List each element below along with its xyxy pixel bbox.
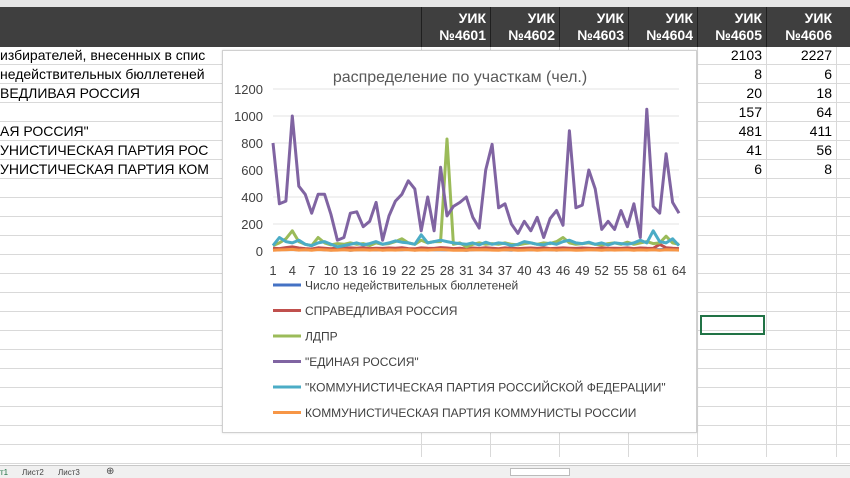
sheet-tab-bar: т1 Лист2 Лист3 ⊕ xyxy=(0,465,850,478)
row-label[interactable]: избирателей, внесенных в спис xyxy=(0,47,206,63)
cell-4606[interactable]: 56 xyxy=(816,142,832,158)
header-band: УИК №4601 УИК №4602 УИК №4603 УИК №4604 … xyxy=(0,7,850,47)
add-sheet-icon[interactable]: ⊕ xyxy=(106,466,115,477)
x-tick-label: 37 xyxy=(498,263,512,278)
cell-4605[interactable]: 20 xyxy=(746,85,762,101)
y-tick-label: 1200 xyxy=(234,82,263,97)
cell-4605[interactable]: 157 xyxy=(738,104,762,120)
y-tick-label: 0 xyxy=(256,244,263,259)
series-line xyxy=(271,229,681,249)
cell-4606[interactable]: 6 xyxy=(824,66,832,82)
chart-canvas: распределение по участкам (чел.) 0200400… xyxy=(234,69,686,421)
selected-cell[interactable] xyxy=(700,315,765,335)
header-line1: УИК xyxy=(596,10,624,26)
table-row xyxy=(0,445,850,464)
horizontal-scrollbar[interactable] xyxy=(510,468,570,476)
x-tick-label: 22 xyxy=(401,263,415,278)
header-line2: №4603 xyxy=(577,27,624,43)
row-label[interactable]: АЯ РОССИЯ" xyxy=(0,123,89,139)
x-tick-label: 34 xyxy=(478,263,492,278)
x-tick-label: 55 xyxy=(614,263,628,278)
x-tick-label: 1 xyxy=(269,263,276,278)
row-label[interactable]: недействительных бюллетеней xyxy=(0,66,205,82)
y-tick-label: 400 xyxy=(241,190,263,205)
column-header-4604[interactable]: УИК №4604 xyxy=(628,7,697,47)
column-header-4603[interactable]: УИК №4603 xyxy=(559,7,628,47)
y-tick-label: 800 xyxy=(241,136,263,151)
header-line1: УИК xyxy=(734,10,762,26)
x-tick-label: 64 xyxy=(672,263,686,278)
y-tick-label: 600 xyxy=(241,163,263,178)
x-tick-label: 40 xyxy=(517,263,531,278)
table-row xyxy=(0,426,850,445)
x-tick-label: 43 xyxy=(536,263,550,278)
sheet-tab-1[interactable]: т1 xyxy=(0,468,9,477)
cell-4605[interactable]: 6 xyxy=(754,161,762,177)
header-line1: УИК xyxy=(665,10,693,26)
header-line2: №4606 xyxy=(785,27,832,43)
grid-line xyxy=(836,47,837,457)
header-line2: №4604 xyxy=(646,27,693,43)
legend-label: Число недействительных бюллетеней xyxy=(305,279,518,293)
x-tick-label: 25 xyxy=(420,263,434,278)
legend-label: КОММУНИСТИЧЕСКАЯ ПАРТИЯ КОММУНИСТЫ РОССИ… xyxy=(305,406,636,420)
column-header-4601[interactable]: УИК №4601 xyxy=(421,7,490,47)
row-label[interactable]: ВЕДЛИВАЯ РОССИЯ xyxy=(0,85,140,101)
grid-line xyxy=(697,47,698,457)
cell-4606[interactable]: 18 xyxy=(816,85,832,101)
y-axis-ticks: 0 200 400 600 800 1000 1200 xyxy=(234,82,263,259)
x-axis-ticks: 1 4 7 10 13 16 19 22 25 28 31 34 37 40 43 46 49 52 55 58 61 6… xyxy=(269,263,686,278)
cell-4605[interactable]: 41 xyxy=(746,142,762,158)
legend-label: СПРАВЕДЛИВАЯ РОССИЯ xyxy=(305,304,457,318)
chart-series xyxy=(271,107,681,252)
series-line xyxy=(272,247,680,252)
x-tick-label: 19 xyxy=(382,263,396,278)
x-tick-label: 31 xyxy=(459,263,473,278)
chart-legend[interactable]: Число недействительных бюллетеней СПРАВЕД… xyxy=(273,279,666,421)
legend-label: ЛДПР xyxy=(305,330,338,344)
header-line1: УИК xyxy=(804,10,832,26)
header-line1: УИК xyxy=(458,10,486,26)
header-line2: №4601 xyxy=(439,27,486,43)
series-line xyxy=(272,242,680,251)
header-line2: №4602 xyxy=(508,27,555,43)
row-label[interactable]: УНИСТИЧЕСКАЯ ПАРТИЯ КОМ xyxy=(0,161,209,177)
y-tick-label: 200 xyxy=(241,217,263,232)
row-label[interactable]: УНИСТИЧЕСКАЯ ПАРТИЯ РОС xyxy=(0,142,209,158)
x-tick-label: 49 xyxy=(575,263,589,278)
cell-4605[interactable]: 481 xyxy=(738,123,762,139)
y-tick-label: 1000 xyxy=(234,109,263,124)
x-tick-label: 52 xyxy=(594,263,608,278)
cell-4606[interactable]: 411 xyxy=(809,123,832,139)
x-tick-label: 58 xyxy=(633,263,647,278)
chart-title: распределение по участкам (чел.) xyxy=(333,69,587,86)
line-chart[interactable]: распределение по участкам (чел.) 0 200 400… xyxy=(222,50,697,433)
x-tick-label: 16 xyxy=(362,263,376,278)
cell-4606[interactable]: 2227 xyxy=(800,47,832,63)
x-tick-label: 4 xyxy=(289,263,296,278)
x-tick-label: 46 xyxy=(556,263,570,278)
column-header-4602[interactable]: УИК №4602 xyxy=(490,7,559,47)
x-tick-label: 10 xyxy=(324,263,338,278)
header-line2: №4605 xyxy=(715,27,762,43)
x-tick-label: 7 xyxy=(308,263,315,278)
cell-4605[interactable]: 8 xyxy=(754,66,762,82)
column-header-4606[interactable]: УИК №4606 xyxy=(766,7,836,47)
x-tick-label: 13 xyxy=(343,263,357,278)
column-header-4605[interactable]: УИК №4605 xyxy=(697,7,766,47)
cell-4605[interactable]: 2103 xyxy=(730,47,762,63)
legend-label: "ЕДИНАЯ РОССИЯ" xyxy=(305,355,419,369)
grid-line xyxy=(766,47,767,457)
x-tick-label: 61 xyxy=(652,263,666,278)
x-tick-label: 28 xyxy=(440,263,454,278)
legend-label: "КОММУНИСТИЧЕСКАЯ ПАРТИЯ РОССИЙСКОЙ ФЕДЕ… xyxy=(305,380,666,395)
cell-4606[interactable]: 8 xyxy=(824,161,832,177)
sheet-tab-2[interactable]: Лист2 xyxy=(22,468,44,477)
header-line1: УИК xyxy=(527,10,555,26)
sheet-tab-3[interactable]: Лист3 xyxy=(58,468,80,477)
cell-4606[interactable]: 64 xyxy=(816,104,832,120)
series-line xyxy=(271,107,681,242)
